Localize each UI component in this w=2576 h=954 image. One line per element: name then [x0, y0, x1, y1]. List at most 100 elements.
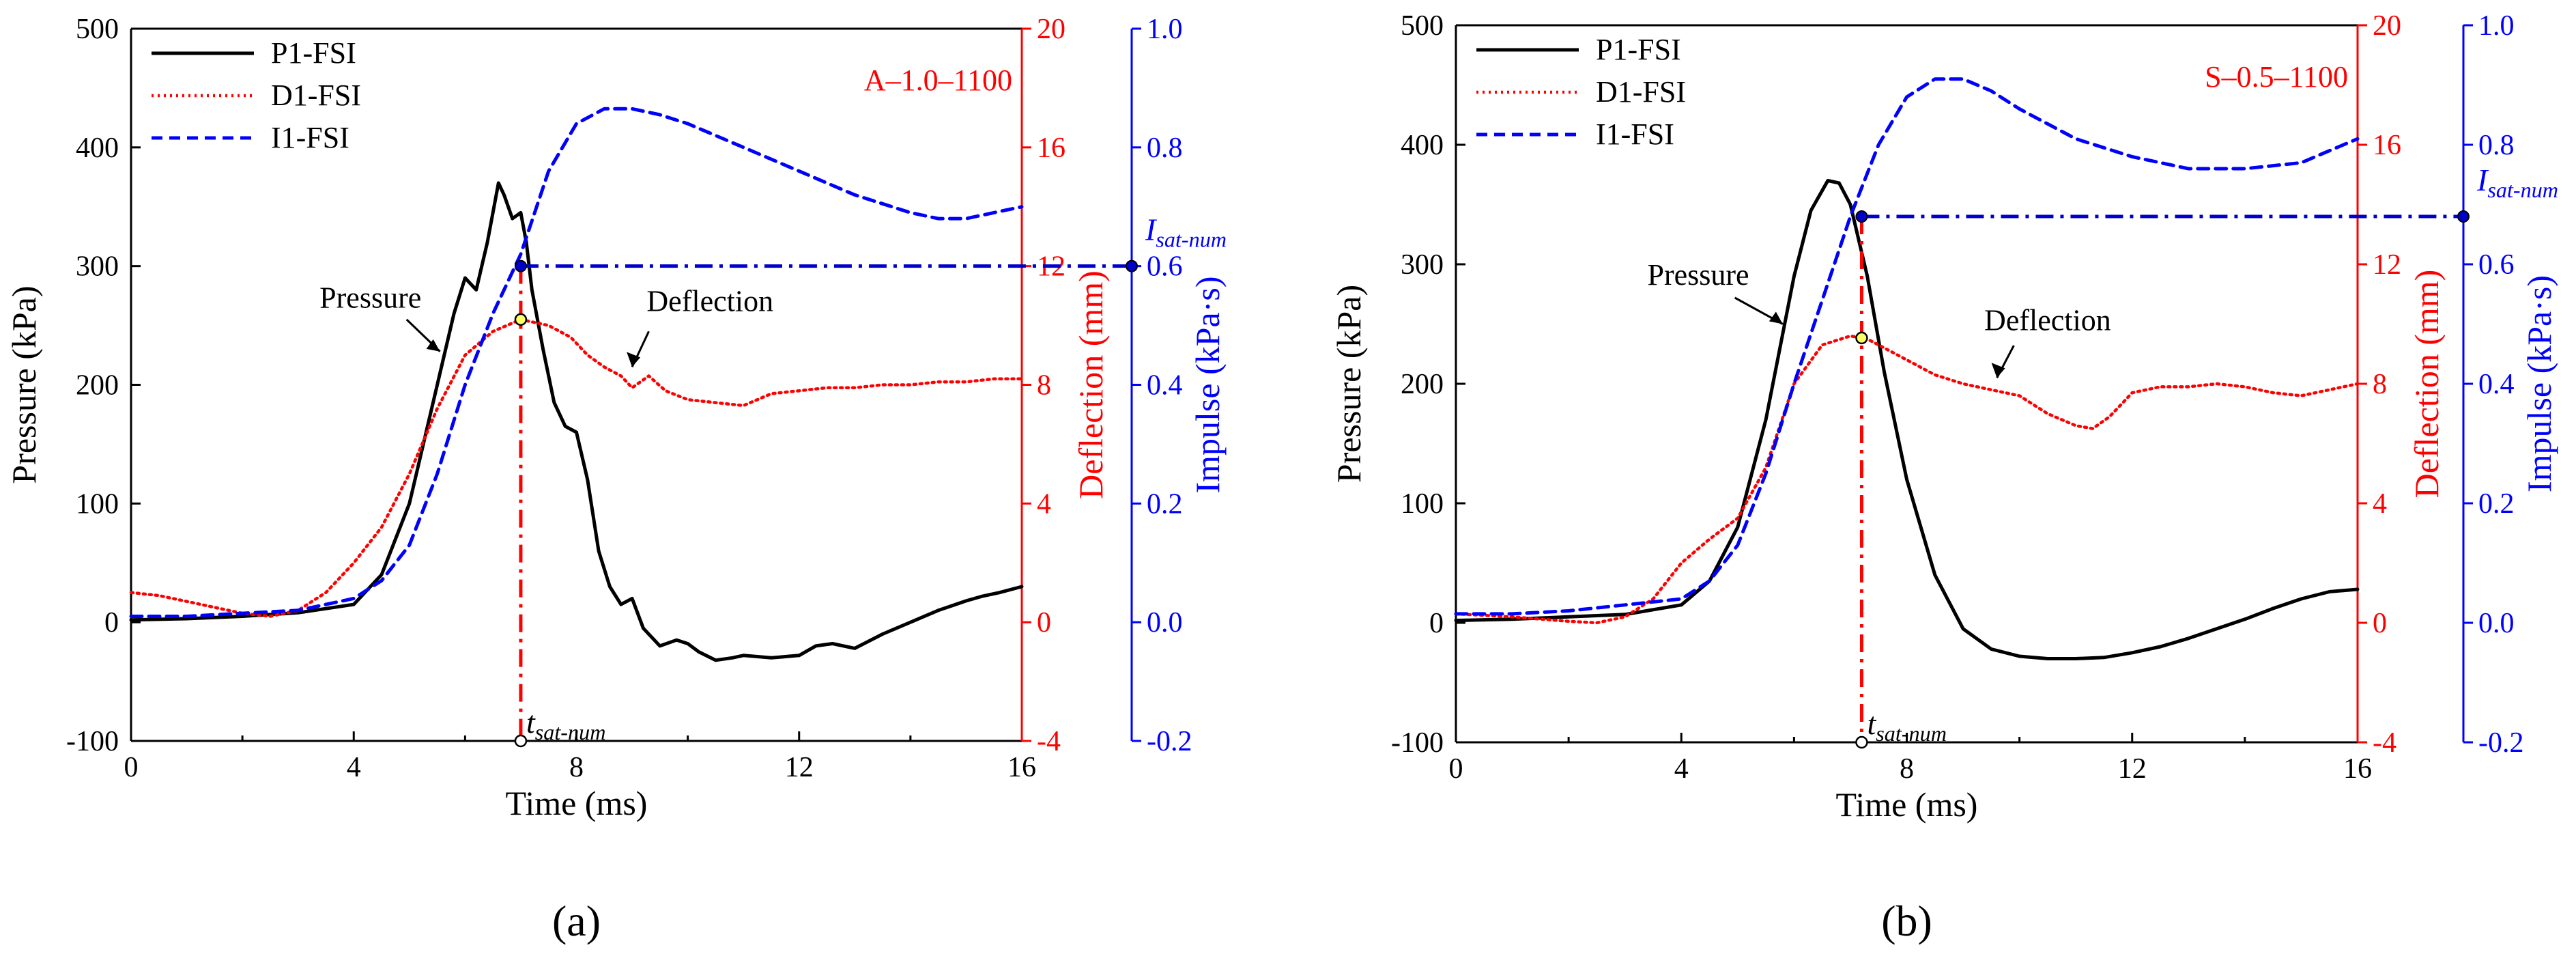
left-y-tick-label: -100: [1391, 727, 1444, 759]
series-line-i1-fsi: [129, 107, 1024, 618]
deflection-y-tick-label: -4: [1037, 726, 1061, 757]
deflection-y-tick-label: -4: [2373, 727, 2396, 759]
t-sat-label: tsat-num: [526, 705, 606, 744]
impulse-y-tick-label: -0.2: [1147, 726, 1192, 757]
deflection-y-tick-label: 0: [1037, 607, 1051, 639]
time-saturation-marker: [514, 734, 528, 748]
panel-label: (a): [552, 897, 601, 945]
t-sat-label-subscript: sat-num: [1876, 721, 1947, 746]
deflection-callout-arrowhead: [1991, 363, 2005, 378]
panel-label: (b): [1881, 897, 1932, 945]
deflection-y-axis-title: Deflection (mm): [2407, 270, 2446, 499]
deflection-callout: Deflection: [1984, 303, 2111, 337]
left-y-tick-label: 500: [1401, 10, 1444, 42]
impulse-y-tick-label: 0.4: [1147, 370, 1183, 402]
deflection-callout: Deflection: [646, 285, 773, 318]
i-sat-label-subscript: sat-num: [1156, 227, 1227, 252]
left-y-tick-label: 0: [1429, 608, 1444, 639]
left-y-tick-label: 100: [1401, 488, 1444, 520]
case-code-label: A–1.0–1100: [864, 64, 1012, 97]
deflection-y-tick-label: 12: [2373, 249, 2401, 281]
x-tick-label: 0: [124, 752, 139, 783]
deflection-saturation-marker: [514, 313, 528, 326]
impulse-y-tick-label: 1.0: [2478, 10, 2515, 42]
left-y-tick-label: 300: [1401, 249, 1444, 281]
x-tick-label: 0: [1449, 753, 1463, 785]
impulse-y-tick-label: 0.2: [1147, 488, 1183, 520]
series-line-i1-fsi: [1454, 77, 2360, 616]
deflection-y-tick-label: 16: [2373, 130, 2401, 161]
legend-label-0: P1-FSI: [1596, 33, 1681, 66]
pressure-callout: Pressure: [319, 281, 421, 315]
x-tick-label: 16: [1007, 752, 1036, 783]
x-tick-label: 4: [1674, 753, 1689, 785]
deflection-y-tick-label: 16: [1037, 132, 1065, 164]
t-sat-label-main: t: [1867, 706, 1876, 741]
left-y-tick-label: 200: [1401, 369, 1444, 400]
i-sat-label-main: I: [2476, 163, 2489, 197]
series-line-p1-fsi: [1454, 179, 2360, 660]
legend-label-1: D1-FSI: [271, 79, 361, 112]
deflection-y-tick-label: 4: [2373, 488, 2387, 520]
i-sat-label: Isat-num: [1145, 212, 1227, 252]
pressure-callout: Pressure: [1647, 258, 1749, 292]
time-saturation-marker: [1855, 735, 1868, 749]
deflection-y-tick-label: 0: [2373, 608, 2387, 639]
left-y-axis-title: Pressure (kPa): [1330, 285, 1368, 483]
impulse-y-tick-label: -0.2: [2478, 727, 2524, 759]
left-y-tick-label: 100: [76, 488, 119, 520]
legend-label-2: I1-FSI: [1596, 117, 1674, 151]
impulse-y-axis-title: Impulse (kPa·s): [2520, 275, 2558, 492]
left-y-tick-label: 400: [1401, 130, 1444, 161]
impulse-y-tick-label: 0.6: [2478, 249, 2515, 281]
x-tick-label: 12: [2118, 753, 2147, 785]
impulse-axis-marker: [2457, 210, 2470, 223]
deflection-y-tick-label: 4: [1037, 488, 1051, 520]
left-y-tick-label: 400: [76, 132, 119, 164]
impulse-y-tick-label: 0.6: [1147, 251, 1183, 283]
pressure-callout-arrowhead: [426, 339, 440, 352]
deflection-callout-arrowhead: [627, 352, 641, 367]
impulse-saturation-marker: [1855, 210, 1868, 223]
left-y-axis-title: Pressure (kPa): [5, 285, 43, 483]
t-sat-label: tsat-num: [1867, 706, 1947, 746]
series-line-p1-fsi: [129, 181, 1024, 662]
case-code-label: S–0.5–1100: [2205, 60, 2348, 94]
left-y-tick-label: 200: [76, 370, 119, 402]
left-y-tick-label: 500: [76, 14, 119, 45]
x-tick-label: 12: [785, 752, 814, 783]
deflection-y-tick-label: 8: [1037, 370, 1051, 402]
t-sat-label-subscript: sat-num: [535, 720, 606, 744]
deflection-y-axis-title: Deflection (mm): [1072, 270, 1110, 499]
impulse-axis-marker: [1126, 259, 1138, 272]
x-tick-label: 16: [2343, 753, 2372, 785]
pressure-callout-arrowhead: [1769, 311, 1783, 324]
deflection-saturation-marker: [1855, 331, 1868, 345]
x-axis-title: Time (ms): [506, 784, 648, 822]
legend-label-1: D1-FSI: [1596, 75, 1686, 109]
i-sat-label: Isat-num: [2476, 163, 2558, 202]
x-tick-label: 8: [569, 752, 584, 783]
x-tick-label: 8: [1900, 753, 1914, 785]
impulse-y-axis-title: Impulse (kPa·s): [1188, 277, 1227, 494]
impulse-y-tick-label: 1.0: [1147, 14, 1183, 45]
impulse-saturation-marker: [514, 259, 527, 272]
impulse-y-tick-label: 0.0: [1147, 607, 1183, 639]
deflection-y-tick-label: 20: [2373, 10, 2401, 42]
t-sat-label-main: t: [526, 705, 536, 740]
deflection-y-tick-label: 20: [1037, 14, 1065, 45]
series-line-d1-fsi: [1454, 334, 2360, 625]
impulse-y-tick-label: 0.4: [2478, 369, 2515, 400]
impulse-y-tick-label: 0.8: [1147, 132, 1183, 164]
deflection-y-tick-label: 8: [2373, 369, 2387, 400]
x-axis-title: Time (ms): [1836, 785, 1978, 824]
impulse-y-tick-label: 0.2: [2478, 488, 2515, 520]
legend-label-2: I1-FSI: [271, 121, 349, 154]
i-sat-label-subscript: sat-num: [2487, 178, 2558, 202]
x-tick-label: 4: [347, 752, 361, 783]
left-y-tick-label: 300: [76, 251, 119, 283]
